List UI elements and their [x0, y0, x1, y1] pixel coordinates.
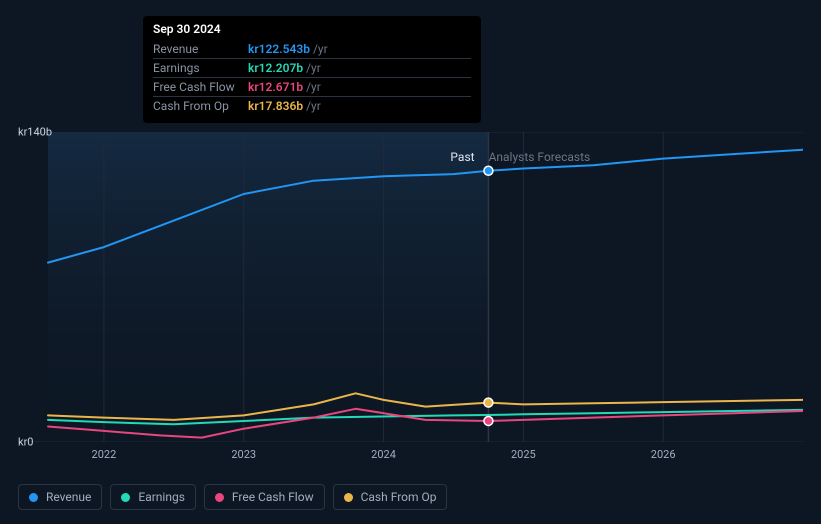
- line-chart: kr0kr140b: [18, 132, 803, 442]
- tooltip-row-unit: /yr: [306, 80, 321, 94]
- tooltip-row-unit: /yr: [306, 99, 321, 113]
- tooltip-date: Sep 30 2024: [153, 22, 471, 40]
- tooltip-row: Earningskr12.207b/yr: [153, 58, 471, 77]
- tooltip-row-value: kr17.836b: [248, 99, 303, 113]
- legend-item-label: Free Cash Flow: [232, 490, 314, 504]
- future-label: Analysts Forecasts: [489, 150, 591, 164]
- x-tick-label: 2023: [231, 448, 256, 461]
- x-tick-label: 2024: [371, 448, 396, 461]
- x-tick-label: 2026: [651, 448, 676, 461]
- marker-revenue: [484, 166, 493, 175]
- marker-free_cash_flow: [484, 416, 493, 425]
- tooltip-row-label: Free Cash Flow: [153, 80, 248, 94]
- legend-item[interactable]: Revenue: [18, 484, 102, 510]
- marker-cash_from_op: [484, 398, 493, 407]
- tooltip-row-label: Cash From Op: [153, 99, 248, 113]
- tooltip-row: Cash From Opkr17.836b/yr: [153, 96, 471, 115]
- past-future-labels: Past Analysts Forecasts: [450, 150, 590, 164]
- legend-dot-icon: [215, 493, 224, 502]
- legend-dot-icon: [29, 493, 38, 502]
- y-tick-label: kr140b: [18, 126, 32, 139]
- legend-item-label: Earnings: [138, 490, 185, 504]
- x-tick-label: 2022: [92, 448, 117, 461]
- tooltip-row-label: Earnings: [153, 61, 248, 75]
- past-shade: [48, 132, 488, 442]
- legend-item-label: Cash From Op: [361, 490, 437, 504]
- legend-item[interactable]: Earnings: [110, 484, 196, 510]
- tooltip-row: Free Cash Flowkr12.671b/yr: [153, 77, 471, 96]
- legend: Revenue Earnings Free Cash Flow Cash From O…: [18, 484, 447, 510]
- tooltip-row-value: kr12.671b: [248, 80, 303, 94]
- tooltip-row-value: kr122.543b: [248, 42, 310, 56]
- legend-dot-icon: [344, 493, 353, 502]
- chart-tooltip: Sep 30 2024 Revenuekr122.543b/yrEarnings…: [143, 16, 481, 123]
- tooltip-row: Revenuekr122.543b/yr: [153, 40, 471, 58]
- x-tick-label: 2025: [511, 448, 536, 461]
- legend-item[interactable]: Free Cash Flow: [204, 484, 325, 510]
- past-label: Past: [450, 150, 474, 164]
- legend-item-label: Revenue: [46, 490, 91, 504]
- tooltip-row-unit: /yr: [306, 61, 321, 75]
- tooltip-row-value: kr12.207b: [248, 61, 303, 75]
- tooltip-row-label: Revenue: [153, 42, 248, 56]
- y-tick-label: kr0: [18, 436, 32, 449]
- x-axis: 2022 2023 2024 2025 2026: [18, 448, 803, 468]
- legend-dot-icon: [121, 493, 130, 502]
- tooltip-row-unit: /yr: [313, 42, 328, 56]
- legend-item[interactable]: Cash From Op: [333, 484, 448, 510]
